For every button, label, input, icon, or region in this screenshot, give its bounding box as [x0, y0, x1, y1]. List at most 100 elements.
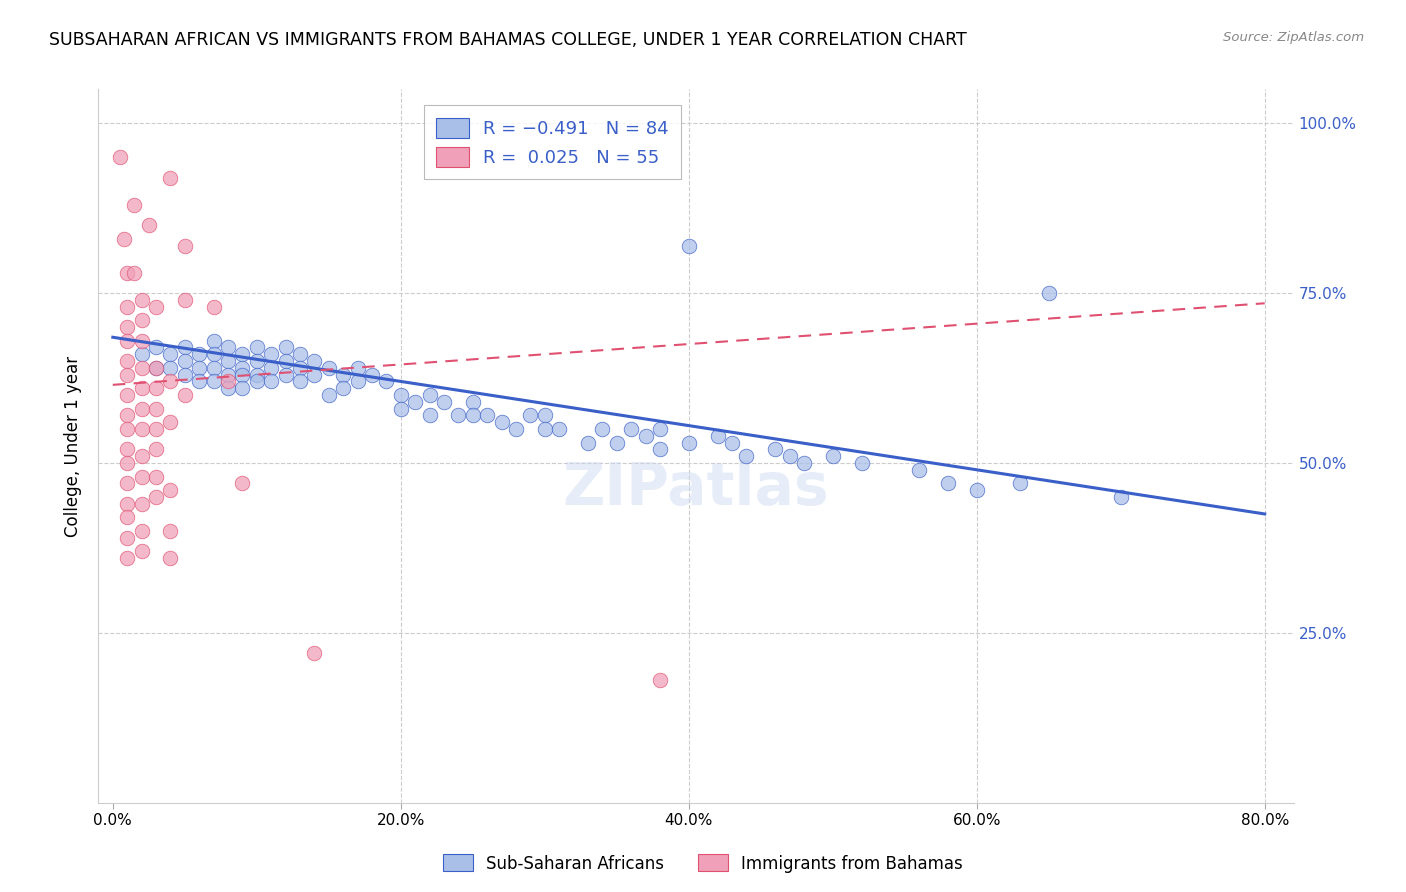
Point: [375, 375, 398, 389]
Point: [288, 375, 311, 389]
Point: [288, 347, 311, 361]
Point: [779, 449, 801, 463]
Point: [721, 435, 744, 450]
Point: [648, 442, 671, 457]
Point: [145, 300, 167, 314]
Point: [173, 238, 195, 252]
Point: [908, 463, 931, 477]
Point: [1008, 476, 1031, 491]
Point: [1109, 490, 1132, 504]
Point: [112, 232, 135, 246]
Point: [115, 442, 138, 457]
Point: [519, 409, 541, 423]
Point: [115, 497, 138, 511]
Point: [202, 300, 225, 314]
Point: [304, 646, 326, 660]
Point: [274, 368, 297, 382]
Point: [260, 375, 283, 389]
Point: [115, 354, 138, 368]
Point: [735, 449, 758, 463]
Point: [231, 476, 253, 491]
Point: [533, 409, 555, 423]
Point: [1038, 286, 1060, 301]
Point: [159, 360, 181, 375]
Point: [304, 368, 326, 382]
Point: [260, 360, 283, 375]
Point: [131, 524, 153, 538]
Point: [648, 422, 671, 436]
Point: [115, 300, 138, 314]
Point: [332, 381, 354, 395]
Point: [505, 422, 527, 436]
Text: Source: ZipAtlas.com: Source: ZipAtlas.com: [1223, 31, 1364, 45]
Point: [131, 422, 153, 436]
Point: [533, 422, 555, 436]
Point: [318, 360, 340, 375]
Point: [936, 476, 959, 491]
Point: [131, 293, 153, 307]
Point: [389, 388, 412, 402]
Point: [461, 394, 484, 409]
Point: [288, 360, 311, 375]
Point: [159, 415, 181, 429]
Point: [145, 469, 167, 483]
Point: [548, 422, 571, 436]
Point: [217, 341, 239, 355]
Point: [124, 198, 146, 212]
Point: [648, 673, 671, 688]
Point: [361, 368, 384, 382]
Point: [246, 341, 269, 355]
Point: [419, 409, 441, 423]
Point: [706, 429, 728, 443]
Point: [202, 347, 225, 361]
Point: [346, 360, 368, 375]
Point: [246, 368, 269, 382]
Point: [202, 375, 225, 389]
Point: [447, 409, 470, 423]
Point: [115, 368, 138, 382]
Point: [231, 347, 253, 361]
Point: [173, 293, 195, 307]
Point: [419, 388, 441, 402]
Point: [115, 551, 138, 566]
Point: [115, 422, 138, 436]
Point: [188, 347, 211, 361]
Point: [231, 360, 253, 375]
Point: [821, 449, 844, 463]
Point: [115, 334, 138, 348]
Point: [678, 238, 700, 252]
Point: [173, 354, 195, 368]
Point: [124, 266, 146, 280]
Point: [260, 347, 283, 361]
Point: [491, 415, 513, 429]
Point: [159, 524, 181, 538]
Point: [138, 218, 160, 232]
Point: [318, 388, 340, 402]
Point: [131, 347, 153, 361]
Legend: R = −0.491   N = 84, R =  0.025   N = 55: R = −0.491 N = 84, R = 0.025 N = 55: [423, 105, 682, 179]
Point: [145, 360, 167, 375]
Point: [346, 375, 368, 389]
Point: [851, 456, 873, 470]
Point: [131, 449, 153, 463]
Point: [763, 442, 786, 457]
Text: SUBSAHARAN AFRICAN VS IMMIGRANTS FROM BAHAMAS COLLEGE, UNDER 1 YEAR CORRELATION : SUBSAHARAN AFRICAN VS IMMIGRANTS FROM BA…: [49, 31, 967, 49]
Point: [115, 409, 138, 423]
Point: [159, 483, 181, 498]
Point: [202, 334, 225, 348]
Point: [145, 341, 167, 355]
Point: [217, 381, 239, 395]
Point: [231, 381, 253, 395]
Point: [173, 368, 195, 382]
Point: [115, 320, 138, 334]
Point: [620, 422, 643, 436]
Point: [115, 510, 138, 524]
Point: [461, 409, 484, 423]
Point: [606, 435, 628, 450]
Text: ZIPatlas: ZIPatlas: [562, 460, 830, 517]
Point: [576, 435, 599, 450]
Point: [131, 360, 153, 375]
Point: [115, 531, 138, 545]
Point: [145, 422, 167, 436]
Point: [159, 347, 181, 361]
